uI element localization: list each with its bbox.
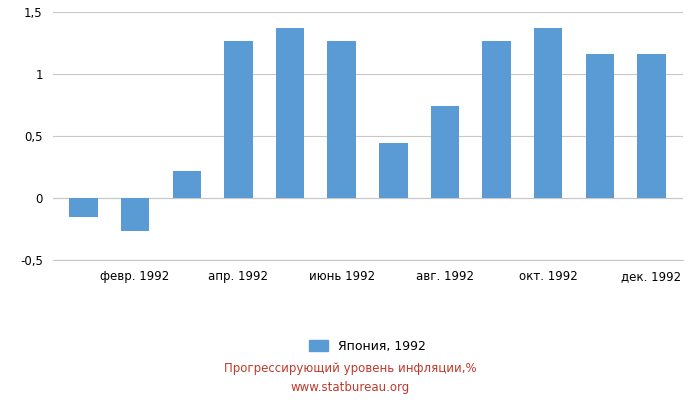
Bar — [224, 40, 253, 198]
Bar — [328, 40, 356, 198]
Bar — [276, 28, 304, 198]
Bar — [121, 198, 149, 232]
Bar — [69, 198, 98, 217]
Bar — [430, 106, 459, 198]
Bar — [637, 54, 666, 198]
Bar — [586, 54, 614, 198]
Bar — [173, 171, 201, 198]
Bar — [482, 40, 511, 198]
Bar — [534, 28, 562, 198]
Legend: Япония, 1992: Япония, 1992 — [304, 335, 430, 358]
Bar — [379, 144, 407, 198]
Text: Прогрессирующий уровень инфляции,%
www.statbureau.org: Прогрессирующий уровень инфляции,% www.s… — [224, 362, 476, 394]
